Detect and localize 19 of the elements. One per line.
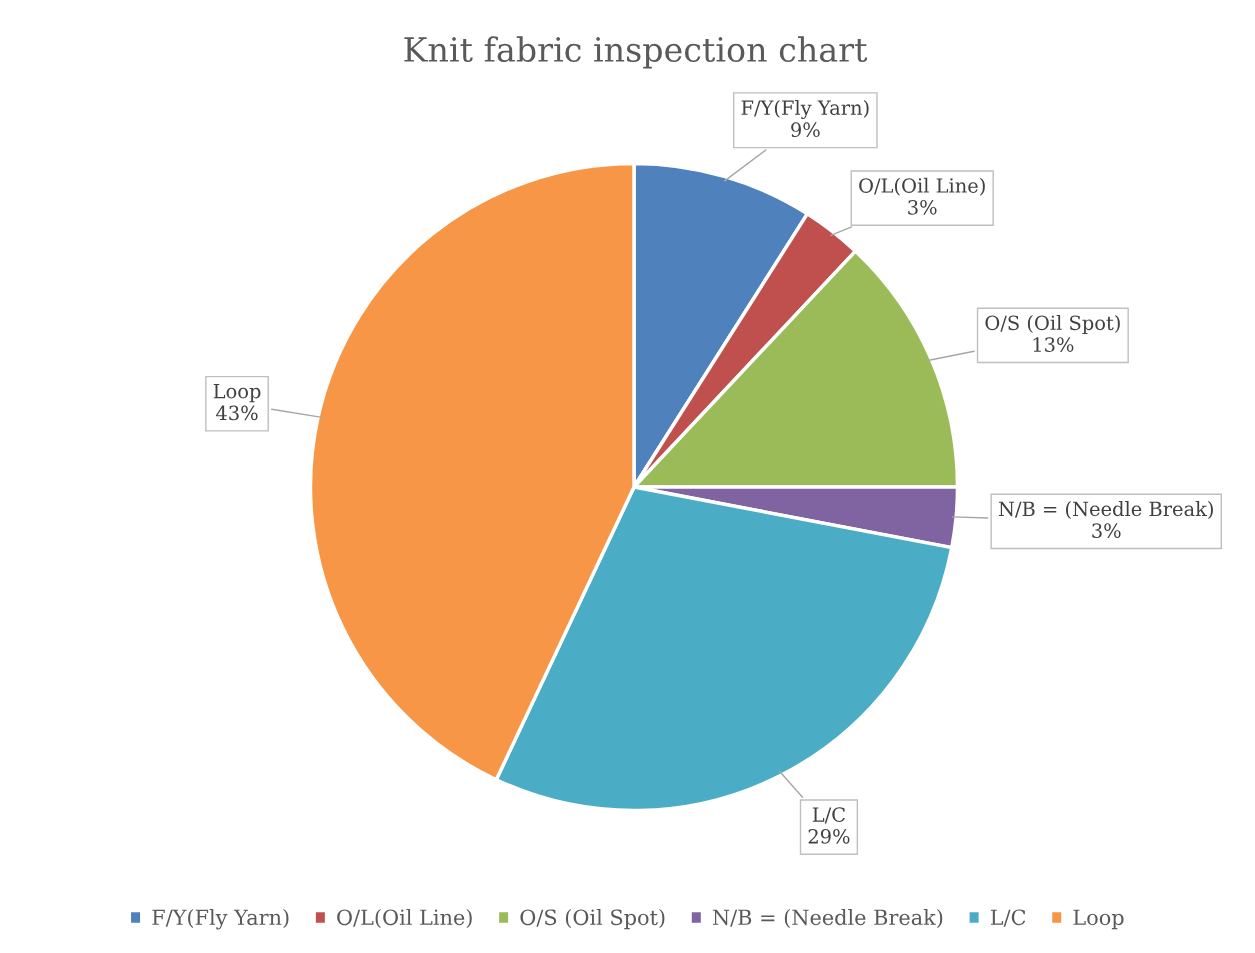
legend-label: Loop: [1073, 909, 1124, 930]
legend-label: N/B = (Needle Break): [712, 909, 943, 929]
legend-label: O/L(Oil Line): [337, 909, 472, 929]
slice-label: F/Y(Fly Yarn): [741, 99, 869, 120]
legend-label: L/C: [990, 909, 1026, 927]
chart-title: Knit fabric inspection chart: [404, 36, 868, 69]
slice-label: L/C: [812, 807, 845, 824]
data-label: 9%: [791, 122, 820, 138]
data-label: 43%: [216, 405, 258, 421]
slice-label: N/B = (Needle Break): [998, 501, 1213, 519]
data-label: 3%: [1092, 523, 1121, 538]
data-label: 3%: [908, 199, 937, 215]
data-label: 29%: [808, 828, 850, 844]
slice-label: Loop: [213, 384, 261, 403]
data-label: 13%: [1033, 337, 1074, 352]
legend-label: O/S (Oil Spot): [520, 909, 665, 930]
slice-label: O/L(Oil Line): [859, 177, 985, 196]
slice-label: O/S (Oil Spot): [985, 315, 1120, 334]
legend-label: F/Y(Fly Yarn): [152, 909, 289, 930]
